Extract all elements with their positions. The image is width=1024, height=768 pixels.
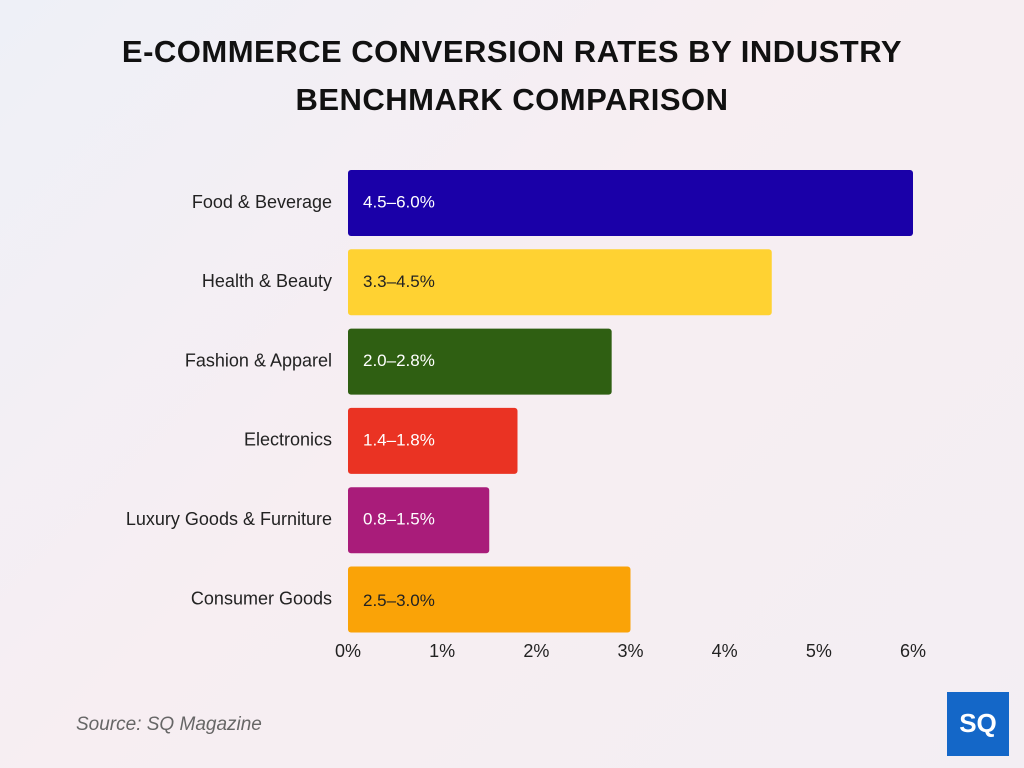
source-note: Source: SQ Magazine (76, 714, 262, 735)
category-label: Electronics (244, 430, 332, 450)
chart-title: E-COMMERCE CONVERSION RATES BY INDUSTRY … (121, 34, 903, 117)
category-label: Consumer Goods (191, 588, 332, 608)
x-tick-label: 6% (900, 641, 926, 661)
x-tick-label: 0% (335, 641, 361, 661)
x-tick-label: 1% (429, 641, 455, 661)
category-label: Fashion & Apparel (185, 350, 332, 370)
value-label: 2.5–3.0% (363, 591, 435, 610)
category-label: Luxury Goods & Furniture (126, 509, 332, 529)
category-label: Food & Beverage (192, 192, 332, 212)
x-tick-label: 5% (806, 641, 832, 661)
x-tick-label: 4% (712, 641, 738, 661)
x-tick-label: 2% (523, 641, 549, 661)
value-label: 0.8–1.5% (363, 510, 435, 529)
bar (348, 170, 913, 236)
category-label: Health & Beauty (202, 271, 332, 291)
x-tick-label: 3% (617, 641, 643, 661)
bar (348, 328, 612, 395)
bar (348, 566, 631, 633)
value-label: 3.3–4.5% (363, 272, 435, 291)
value-label: 2.0–2.8% (363, 351, 435, 370)
logo-text: SQ (959, 708, 997, 738)
bar (348, 249, 772, 316)
logo-badge (947, 692, 1009, 756)
value-label: 4.5–6.0% (363, 192, 435, 211)
bar (348, 487, 490, 554)
value-label: 1.4–1.8% (363, 430, 435, 449)
bar (348, 407, 518, 474)
